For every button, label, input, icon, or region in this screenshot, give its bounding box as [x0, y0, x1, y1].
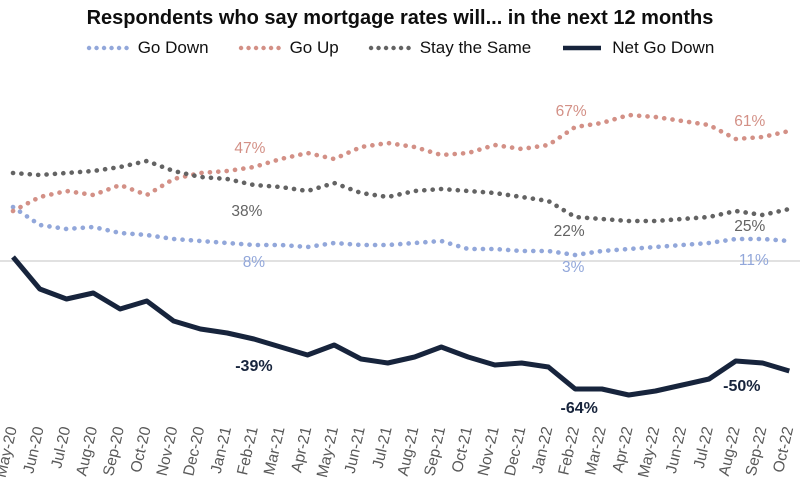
x-axis-label: May-22: [635, 425, 663, 479]
dotted-line-swatch-icon: [238, 45, 281, 51]
x-axis-label: Aug-21: [395, 425, 423, 478]
data-label: 8%: [243, 254, 266, 271]
data-label: 22%: [554, 223, 585, 240]
x-axis-label: Sep-21: [421, 425, 449, 478]
x-axis-label: May-21: [314, 425, 342, 479]
legend-label: Go Down: [137, 38, 209, 57]
chart-title: Respondents who say mortgage rates will.…: [86, 7, 714, 29]
dotted-line-swatch-icon: [86, 45, 129, 51]
x-axis-label: Jul-20: [48, 425, 74, 470]
x-axis-label: May-20: [0, 425, 21, 480]
x-axis-label: Jan-21: [208, 425, 235, 475]
data-label: 47%: [234, 140, 265, 157]
data-label: 3%: [562, 259, 585, 276]
series-net-go-down-line: [11, 255, 791, 398]
solid-line-swatch-icon: [563, 45, 602, 51]
data-label: -39%: [235, 358, 272, 375]
x-axis-label: Jun-22: [663, 425, 690, 475]
x-axis-label: Jun-21: [342, 425, 369, 475]
x-axis-label: Dec-20: [180, 425, 208, 478]
x-axis-label: Sep-22: [743, 425, 771, 478]
dotted-line-swatch-icon: [368, 45, 411, 51]
x-axis-label: Mar-22: [582, 425, 610, 477]
x-axis-label: Oct-20: [128, 425, 155, 475]
x-axis-label: Aug-22: [716, 425, 744, 478]
x-axis-label: Oct-22: [770, 425, 797, 474]
data-label: 25%: [734, 218, 765, 235]
x-axis-label: Dec-21: [502, 425, 530, 478]
data-label: -64%: [561, 400, 598, 417]
x-axis-label: Jul-22: [691, 425, 717, 470]
legend-item-go-down: Go Down: [86, 38, 209, 58]
x-axis-label: Jul-21: [370, 425, 396, 470]
x-axis-label: Feb-21: [234, 425, 262, 477]
x-axis-label: Nov-21: [475, 425, 503, 478]
data-label: 67%: [556, 103, 587, 120]
legend-label: Go Up: [289, 38, 339, 57]
x-axis-label: Aug-20: [73, 425, 101, 478]
series-go-down-line: [10, 204, 792, 258]
x-axis-label: Sep-20: [100, 425, 128, 478]
x-axis-label: Apr-22: [610, 425, 637, 474]
x-axis-label: Feb-22: [555, 425, 583, 477]
series-stay-the-same-line: [10, 158, 792, 224]
legend-label: Stay the Same: [419, 38, 532, 57]
x-axis-label: Jan-22: [529, 425, 556, 475]
legend-label: Net Go Down: [612, 38, 715, 57]
x-axis-label: Jun-20: [20, 425, 47, 475]
x-axis-label: Nov-20: [154, 425, 182, 478]
data-label: 61%: [734, 113, 765, 130]
x-axis-label: Mar-21: [261, 425, 289, 477]
x-axis-label: Oct-21: [449, 425, 476, 474]
legend-item-net-go-down: Net Go Down: [560, 38, 714, 58]
legend-item-go-up: Go Up: [238, 38, 339, 58]
data-label: 11%: [739, 252, 769, 269]
data-label: 38%: [231, 203, 262, 220]
legend-item-stay-the-same: Stay the Same: [368, 38, 532, 58]
chart-legend: Go Down Go Up Stay the Same Net Go Down: [0, 38, 800, 58]
x-axis-label: Apr-21: [288, 425, 315, 474]
data-label: -50%: [723, 378, 760, 395]
